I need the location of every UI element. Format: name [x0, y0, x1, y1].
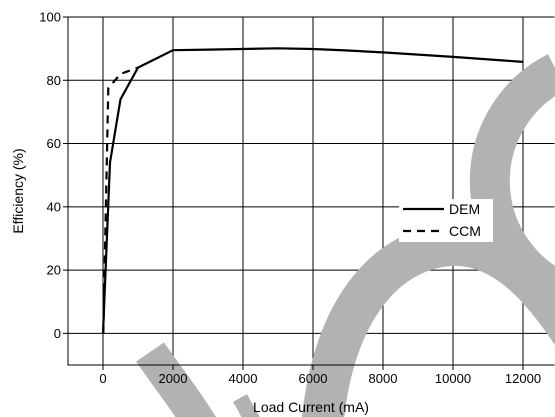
y-tick-label: 100: [39, 10, 61, 25]
x-tick-label: 4000: [229, 371, 258, 386]
watermark-bottom-stroke: [136, 342, 216, 417]
legend: DEM CCM: [399, 199, 493, 242]
y-tick-label: 20: [47, 263, 61, 278]
x-tick-label: 10000: [435, 371, 471, 386]
legend-background: [399, 199, 493, 242]
series-line-ccm: [102, 66, 139, 334]
x-axis-title: Load Current (mA): [253, 399, 369, 415]
watermark-bottom-tail: [233, 394, 260, 417]
y-tick-label: 40: [47, 199, 61, 214]
watermark-lower-arch: [302, 223, 555, 417]
legend-label-dem: DEM: [449, 201, 480, 217]
y-tick-labels: 0 20 40 60 80 100: [39, 10, 61, 341]
x-tick-label: 8000: [369, 371, 398, 386]
y-tick-label: 60: [47, 136, 61, 151]
y-axis-title: Efficiency (%): [10, 148, 26, 233]
series-line-dem: [101, 47, 524, 334]
x-tick-label: 6000: [299, 371, 328, 386]
axis-ticks: [63, 16, 524, 370]
y-tick-label: 80: [47, 73, 61, 88]
watermark-logo: [136, 54, 555, 417]
y-tick-label: 0: [54, 326, 61, 341]
legend-label-ccm: CCM: [449, 223, 481, 239]
x-tick-labels: 0 2000 4000 6000 8000 10000 12000: [99, 371, 541, 386]
x-tick-label: 2000: [159, 371, 188, 386]
series-lines: [101, 47, 524, 334]
x-tick-label: 12000: [505, 371, 541, 386]
x-tick-label: 0: [99, 371, 106, 386]
plot-frame: [67, 16, 555, 366]
